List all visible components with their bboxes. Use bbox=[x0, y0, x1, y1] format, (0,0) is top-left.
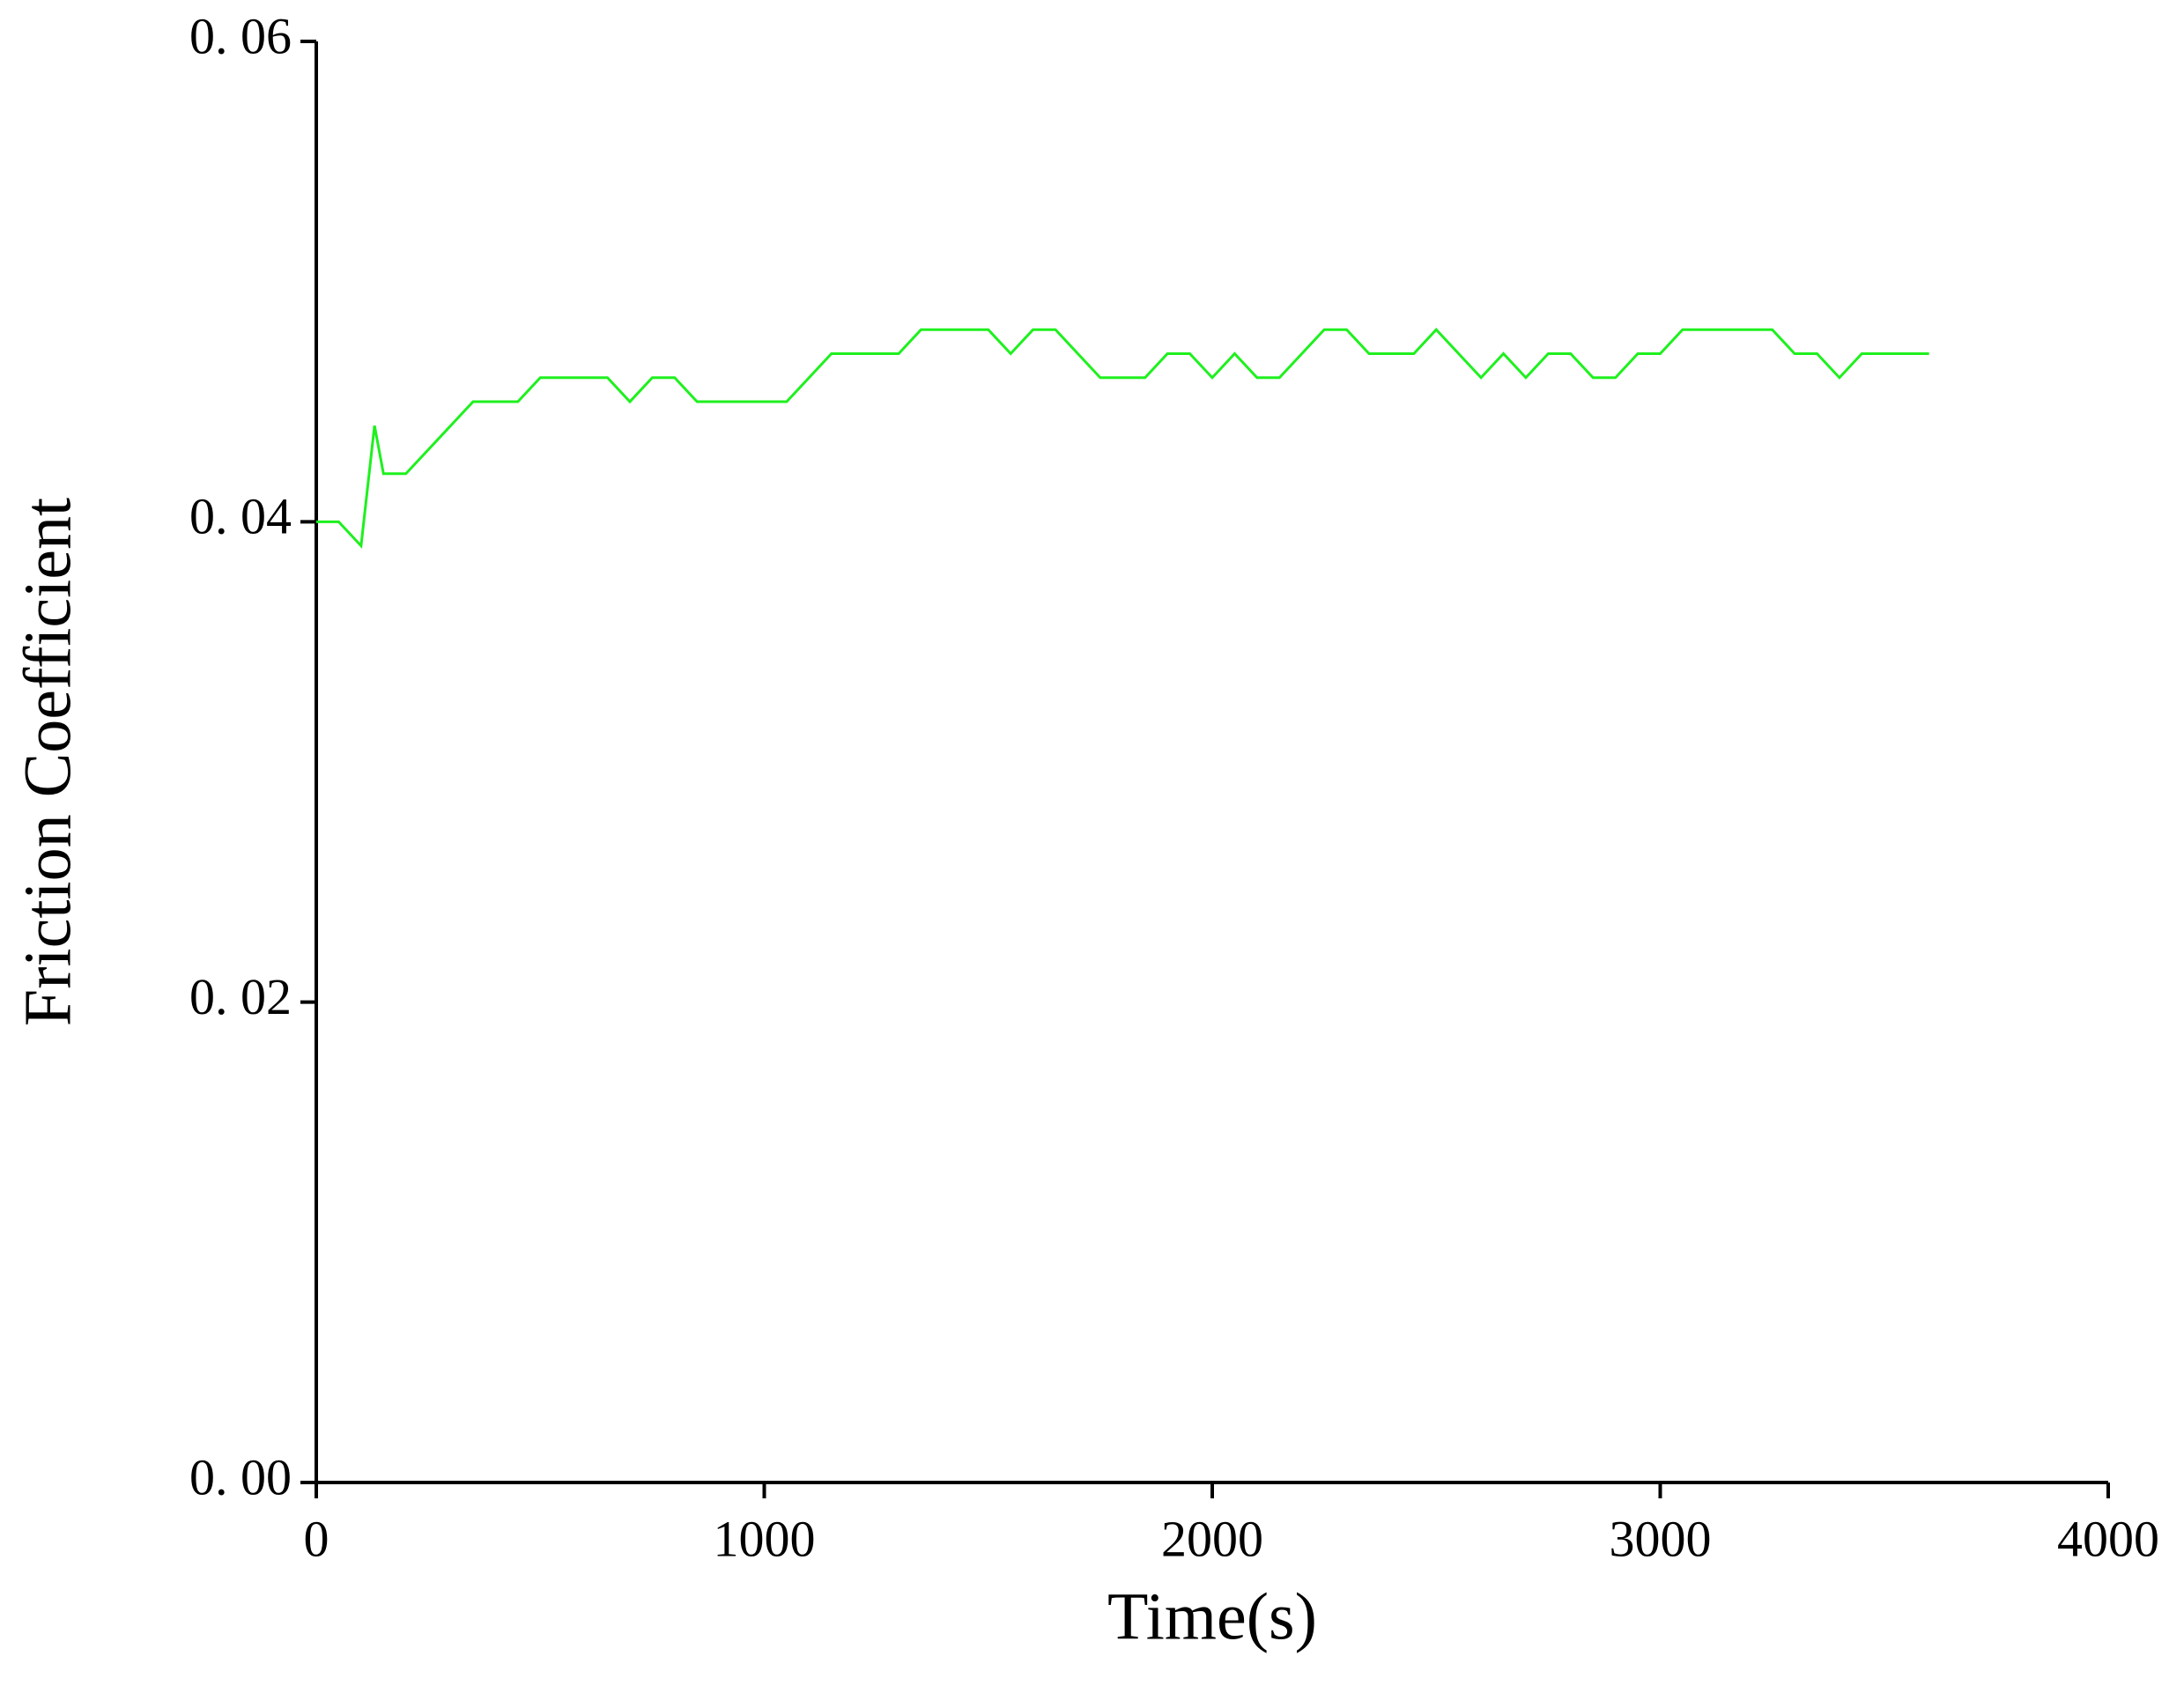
x-tick-label: 0 bbox=[304, 1510, 329, 1567]
x-tick-label: 3000 bbox=[1610, 1510, 1712, 1567]
x-tick-label: 1000 bbox=[714, 1510, 816, 1567]
y-tick-label: 0. 02 bbox=[189, 968, 292, 1025]
y-tick-label: 0. 04 bbox=[189, 488, 292, 545]
x-axis-title: Time(s) bbox=[1107, 1579, 1317, 1653]
x-tick-label: 2000 bbox=[1161, 1510, 1263, 1567]
y-tick-label: 0. 06 bbox=[189, 7, 292, 64]
y-tick-label: 0. 00 bbox=[189, 1448, 292, 1505]
data-line bbox=[316, 328, 1929, 550]
y-axis-title: Friction Coefficient bbox=[11, 498, 85, 1026]
x-tick-label: 4000 bbox=[2057, 1510, 2159, 1567]
